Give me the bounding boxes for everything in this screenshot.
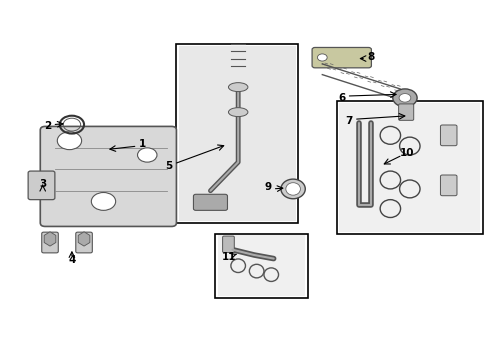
- Ellipse shape: [228, 83, 247, 91]
- Polygon shape: [44, 232, 56, 246]
- FancyBboxPatch shape: [398, 104, 413, 120]
- Text: 7: 7: [345, 116, 352, 126]
- Text: 3: 3: [39, 179, 46, 189]
- Circle shape: [137, 148, 157, 162]
- Circle shape: [57, 132, 81, 150]
- FancyBboxPatch shape: [440, 125, 456, 146]
- Circle shape: [317, 54, 326, 61]
- Bar: [176, 44, 297, 223]
- FancyBboxPatch shape: [40, 126, 176, 226]
- Text: 9: 9: [264, 182, 271, 192]
- Bar: [179, 46, 295, 221]
- Text: 2: 2: [44, 121, 51, 131]
- Text: 5: 5: [165, 161, 172, 171]
- Ellipse shape: [228, 108, 247, 117]
- Bar: [339, 103, 479, 232]
- Ellipse shape: [281, 179, 305, 199]
- Circle shape: [91, 193, 116, 210]
- Ellipse shape: [285, 183, 300, 195]
- Bar: [215, 234, 307, 298]
- FancyBboxPatch shape: [311, 48, 371, 68]
- Text: 6: 6: [337, 93, 345, 103]
- Circle shape: [398, 94, 410, 102]
- FancyBboxPatch shape: [41, 232, 58, 253]
- FancyBboxPatch shape: [222, 236, 234, 252]
- Text: 1: 1: [139, 139, 146, 149]
- FancyBboxPatch shape: [28, 171, 55, 200]
- Text: 4: 4: [68, 255, 76, 265]
- Polygon shape: [78, 232, 90, 246]
- Bar: [217, 235, 305, 296]
- Bar: [336, 102, 482, 234]
- Circle shape: [392, 89, 416, 107]
- Text: 8: 8: [366, 52, 374, 62]
- Text: 11: 11: [221, 252, 236, 262]
- Text: 10: 10: [399, 148, 414, 158]
- FancyBboxPatch shape: [193, 194, 227, 210]
- FancyBboxPatch shape: [440, 175, 456, 196]
- FancyBboxPatch shape: [76, 232, 92, 253]
